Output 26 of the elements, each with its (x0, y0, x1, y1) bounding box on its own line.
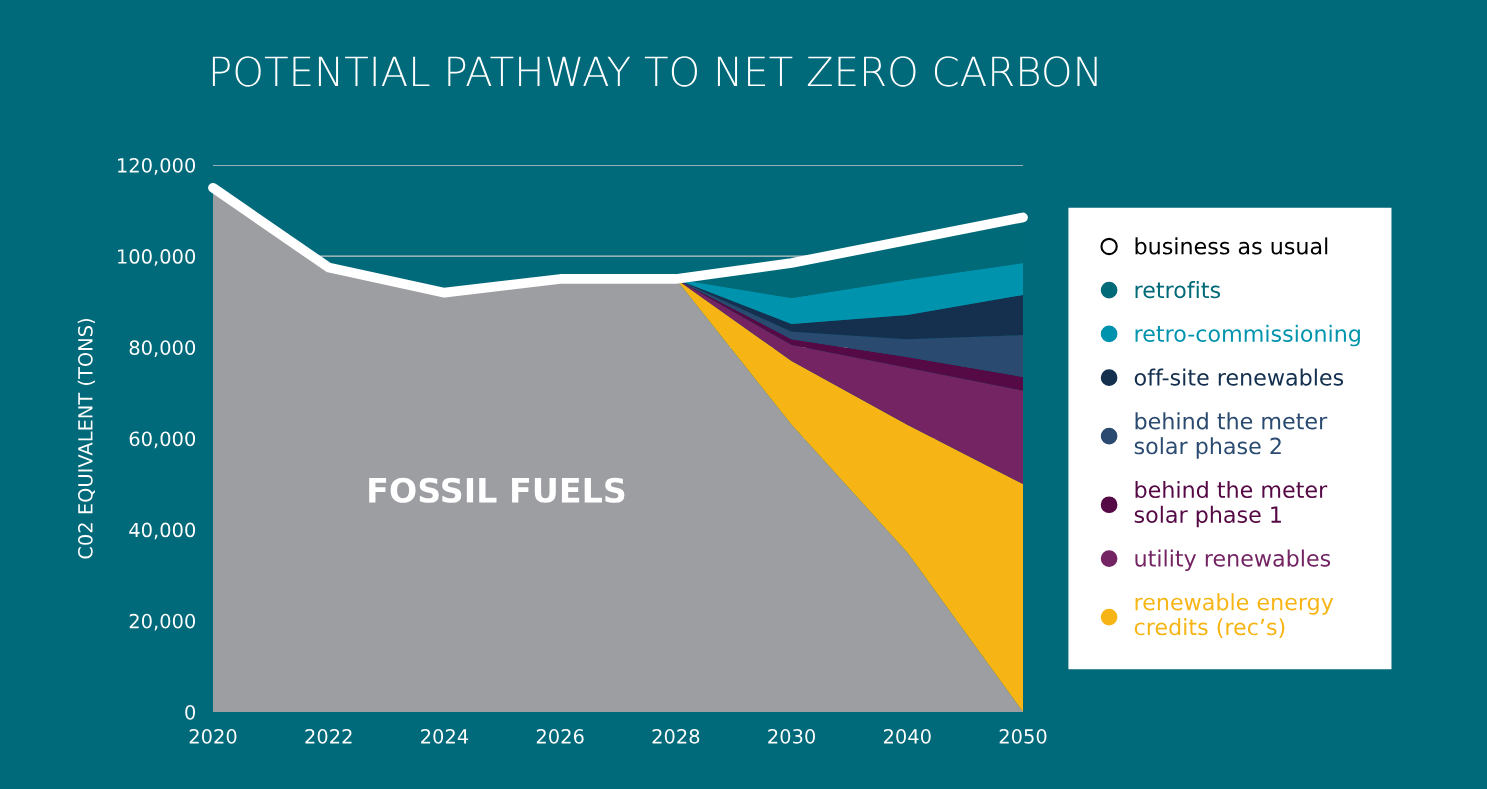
y-tick-label: 0 (185, 704, 196, 720)
y-tick-label: 120,000 (118, 157, 196, 175)
x-tick-label: 2040 (883, 729, 931, 744)
y-tick-label: 40,000 (129, 522, 196, 540)
legend-label: off-site renewables (1134, 368, 1344, 386)
legend-label: retrofits (1135, 281, 1221, 299)
x-tick-label: 2030 (768, 729, 816, 744)
x-tick-label: 2024 (421, 729, 469, 744)
legend-label: behind the meter solar phase 1 (1134, 480, 1328, 528)
y-tick-label: 60,000 (129, 431, 196, 449)
legend-label: utility renewables (1135, 549, 1331, 572)
x-tick-label: 2028 (652, 729, 700, 744)
x-tick-label: 2026 (536, 729, 584, 744)
y-tick-label: 80,000 (129, 340, 196, 357)
x-tick-label: 2050 (999, 729, 1047, 744)
legend-label: retro-commissioning (1135, 324, 1360, 347)
legend-label: business as usual (1135, 237, 1328, 255)
x-tick-label: 2022 (305, 729, 352, 744)
legend-label: behind the meter solar phase 2 (1134, 412, 1328, 459)
y-tick-label: 20,000 (129, 613, 196, 631)
chart-title: POTENTIAL PATHWAY TO NET ZERO CARBON (212, 56, 1097, 87)
y-tick-label: 100,000 (118, 249, 196, 266)
legend-label: renewable energy credits (rec’s) (1134, 593, 1334, 638)
y-axis-title: C02 EQUIVALENT (TONS) (77, 318, 95, 559)
series-label: FOSSIL FUELS (369, 477, 625, 503)
x-tick-label: 2020 (189, 729, 237, 744)
